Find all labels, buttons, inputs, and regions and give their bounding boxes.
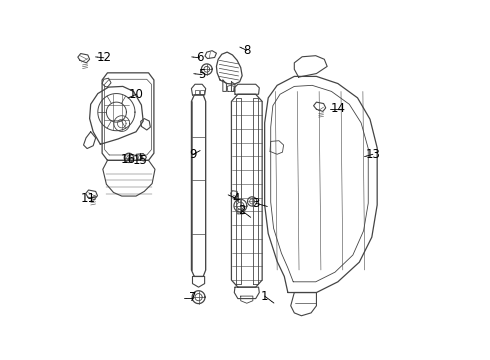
Text: 6: 6 bbox=[196, 51, 203, 64]
Text: 9: 9 bbox=[190, 148, 197, 161]
Text: 16: 16 bbox=[121, 153, 136, 166]
Text: 15: 15 bbox=[133, 154, 148, 167]
Text: 11: 11 bbox=[81, 192, 96, 205]
Text: 14: 14 bbox=[331, 102, 346, 115]
Text: 3: 3 bbox=[252, 197, 259, 210]
Text: 1: 1 bbox=[261, 289, 269, 303]
Text: 12: 12 bbox=[97, 51, 111, 64]
Text: 8: 8 bbox=[243, 44, 250, 57]
Text: 10: 10 bbox=[129, 88, 144, 101]
Text: 2: 2 bbox=[238, 204, 245, 217]
Text: 13: 13 bbox=[366, 148, 380, 161]
Text: 4: 4 bbox=[232, 192, 240, 205]
Text: 5: 5 bbox=[198, 68, 206, 81]
Text: 7: 7 bbox=[190, 291, 197, 305]
